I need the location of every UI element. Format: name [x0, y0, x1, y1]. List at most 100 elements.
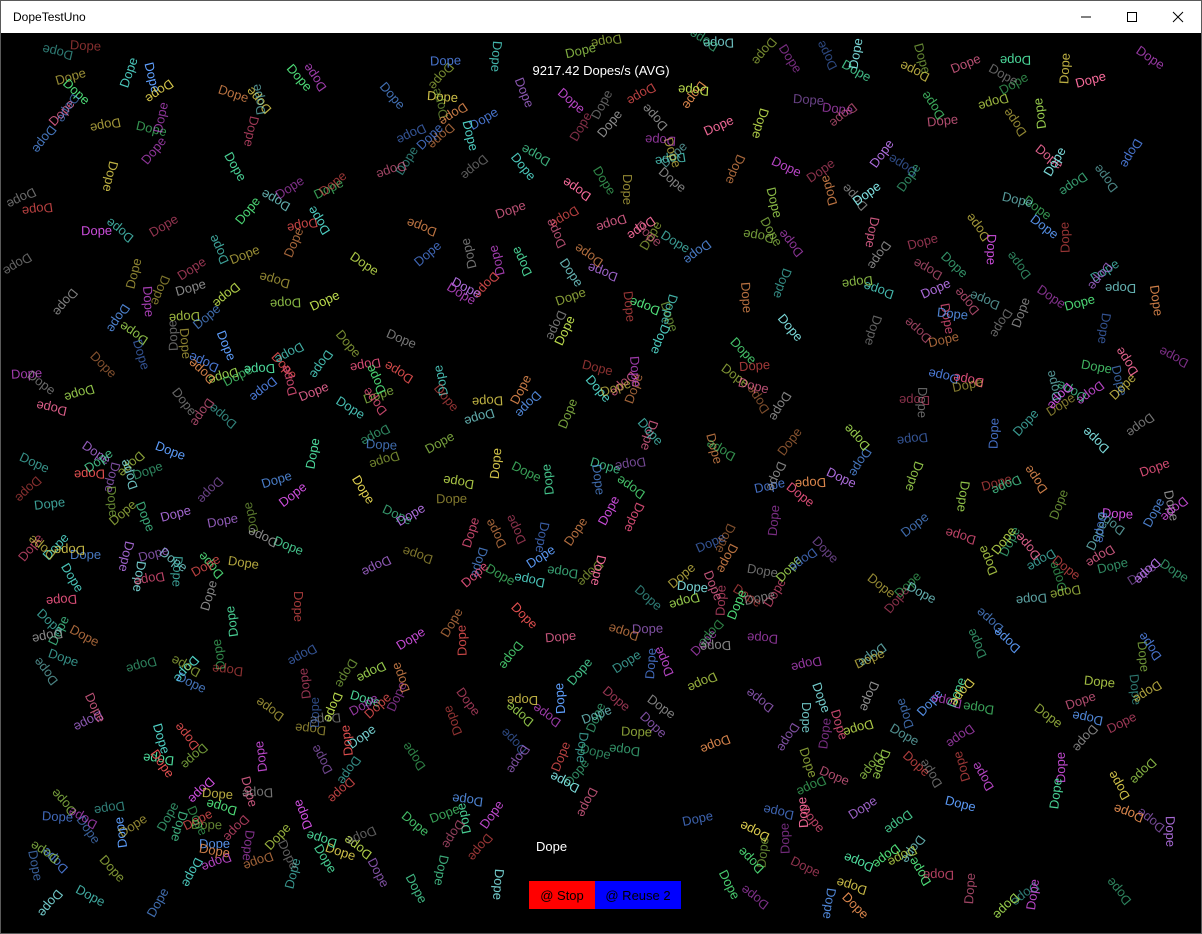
dope-label: Dope [73, 881, 108, 910]
dope-label: Dope [347, 248, 382, 279]
dope-label: Dope [194, 474, 227, 507]
dope-label: Dope [178, 855, 207, 890]
dope-label: Dope [509, 457, 544, 486]
dope-label: Dope [845, 792, 880, 823]
dope-label: Dope [231, 193, 264, 228]
dope-label: Dope [655, 163, 690, 196]
dope-label: Dope [1092, 511, 1111, 544]
dope-label: Dope [493, 197, 528, 222]
dope-label: Dope [307, 696, 323, 729]
dope-label: Dope [989, 624, 1024, 657]
dope-label: Dope [70, 547, 102, 562]
dope-label: Dope [1045, 487, 1072, 522]
dope-label: Dope [621, 500, 648, 535]
dope-label: Dope [62, 381, 97, 406]
dope-label: Dope [788, 852, 823, 881]
dope-label: Dope [999, 105, 1030, 140]
dope-label: Dope [881, 807, 916, 838]
dope-label: Dope [794, 474, 827, 493]
dope-label: Dope [644, 132, 677, 149]
dope-label: Dope [431, 853, 452, 888]
close-button[interactable] [1155, 1, 1201, 33]
dope-label: Dope [289, 797, 316, 832]
dope-label: Dope [746, 630, 779, 647]
dope-label: Dope [285, 641, 320, 670]
dope-label: Dope [384, 325, 419, 352]
dope-label: Dope [573, 785, 602, 820]
dope-label: Dope [486, 447, 505, 480]
dope-label: Dope [1117, 136, 1146, 171]
dope-label: Dope [332, 326, 365, 361]
dope-label: Dope [700, 568, 727, 603]
dope-label: Dope [861, 313, 886, 348]
dope-label: Dope [507, 244, 536, 279]
maximize-button[interactable] [1109, 1, 1155, 33]
dope-label: Dope [197, 578, 221, 613]
dope-label: Dope [1102, 874, 1135, 909]
dope-label: Dope [96, 851, 129, 886]
dope-label: Dope [295, 667, 314, 700]
center-dope-label: Dope [536, 839, 568, 854]
dope-canvas: Dope Dope Dope Dope Dope Dope Dope Dope Dope Dope… [1, 33, 1201, 933]
dope-label: Dope [1046, 777, 1065, 810]
dope-label: Dope [943, 721, 978, 752]
minimize-icon [1081, 16, 1091, 18]
dope-label: Dope [985, 417, 1002, 450]
dope-label: Dope [550, 682, 569, 715]
dope-label: Dope [563, 654, 596, 689]
dope-label: Dope [1022, 878, 1043, 911]
dope-label: Dope [819, 887, 840, 920]
dope-label: Dope [139, 285, 158, 318]
reuse-button[interactable]: @ Reuse 2 [595, 881, 681, 909]
dope-label: Dope [677, 82, 710, 99]
dope-label: Dope [252, 694, 287, 725]
dope-label: Dope [763, 185, 786, 220]
dope-label: Dope [422, 428, 457, 457]
dope-label: Dope [1031, 700, 1066, 731]
dope-label: Dope [786, 545, 821, 576]
stop-button[interactable]: @ Stop [529, 881, 595, 909]
dope-label: Dope [698, 731, 733, 758]
dope-label: Dope [1137, 455, 1172, 480]
dope-label: Dope [245, 524, 280, 551]
dope-label: Dope [770, 266, 795, 301]
dope-label: Dope [620, 173, 636, 206]
dope-label: Dope [563, 39, 598, 62]
dope-label: Dope [1056, 169, 1091, 200]
dope-label: Dope [1156, 343, 1191, 372]
dope-label: Dope [102, 215, 137, 246]
dope-label: Dope [507, 693, 539, 708]
dope-label: Dope [737, 882, 772, 913]
dope-label: Dope [587, 553, 610, 588]
dope-label: Dope [638, 101, 671, 134]
dope-label: Dope [699, 637, 732, 656]
dope-label: Dope [291, 590, 307, 623]
dope-label: Dope [457, 151, 492, 184]
dope-label: Dope [269, 295, 302, 312]
dope-label: Dope [1131, 555, 1164, 588]
dope-label: Dope [54, 91, 83, 126]
dope-label: Dope [983, 233, 1000, 266]
dope-label: Dope [189, 300, 224, 333]
dope-label: Dope [376, 78, 409, 113]
dope-label: Dope [546, 563, 579, 582]
dope-label: Dope [170, 719, 203, 754]
dope-label: Dope [381, 358, 416, 387]
dope-label: Dope [103, 485, 122, 518]
dope-label: Dope [954, 480, 973, 513]
dope-label: Dope [680, 807, 715, 830]
dope-label: Dope [685, 669, 720, 696]
dope-label: Dope [624, 80, 659, 109]
title-bar[interactable]: DopeTestUno [1, 1, 1201, 33]
dope-label: Dope [307, 742, 336, 777]
dope-label: Dope [1094, 312, 1115, 345]
dope-label: Dope [307, 287, 342, 314]
dope-label: Dope [594, 211, 629, 236]
dope-label: Dope [749, 106, 773, 141]
dope-label: Dope [1146, 284, 1167, 317]
dope-label: Dope [589, 463, 608, 496]
dope-label: Dope [402, 871, 431, 906]
minimize-button[interactable] [1063, 1, 1109, 33]
dope-label: Dope [936, 304, 969, 323]
dope-label: Dope [544, 627, 577, 646]
